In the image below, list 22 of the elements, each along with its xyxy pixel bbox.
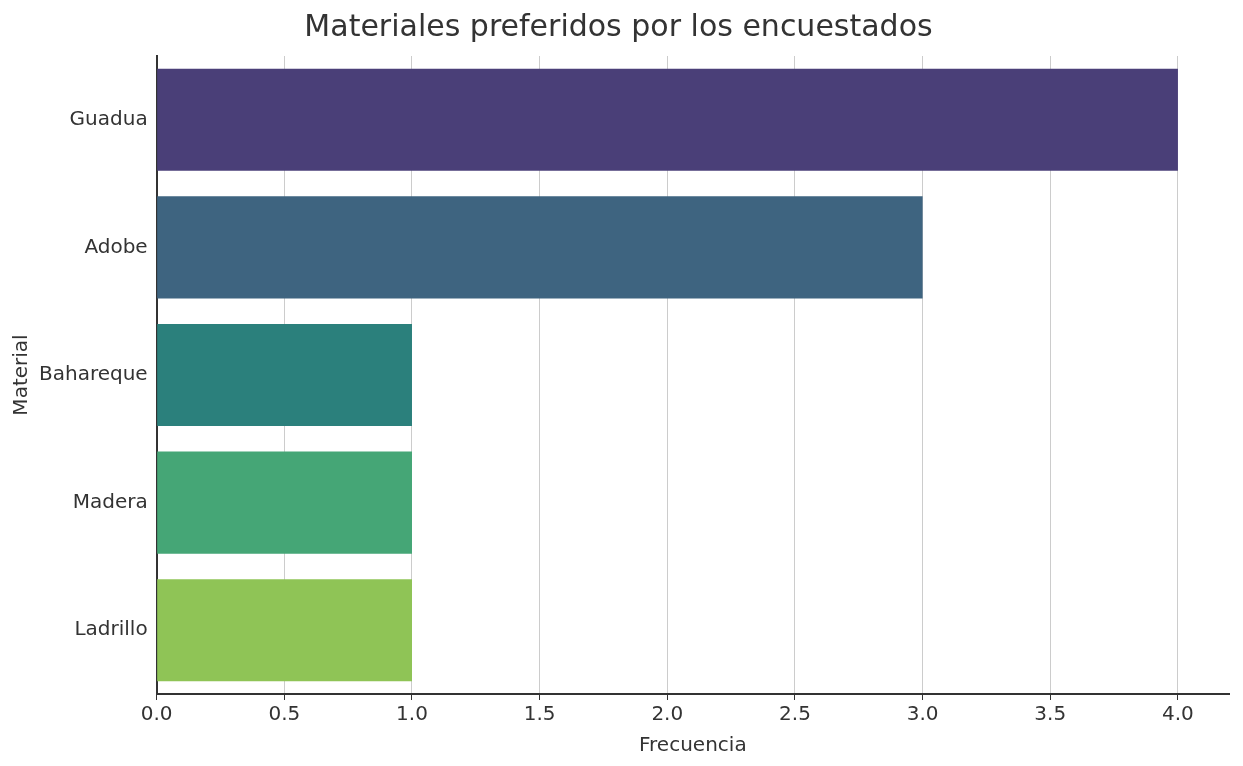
x-tick-label: 3.5 [1034, 701, 1067, 726]
y-tick-label: Adobe [84, 233, 148, 258]
y-tick-label: Bahareque [39, 361, 148, 386]
x-tick-label: 4.0 [1162, 701, 1194, 726]
x-axis-title: Frecuencia [639, 732, 747, 757]
x-tick-label: 1.5 [523, 701, 556, 726]
bar [157, 196, 923, 299]
y-tick-label: Ladrillo [74, 616, 148, 641]
x-tick-label: 0.0 [140, 701, 173, 726]
bar [157, 579, 412, 682]
bar [157, 451, 412, 554]
bar [157, 68, 1178, 171]
x-tick-label: 3.0 [906, 701, 939, 726]
bar [157, 323, 412, 427]
chart-title: Materiales preferidos por los encuestados [304, 7, 933, 43]
y-tick-label: Guadua [69, 106, 148, 130]
y-tick-label: Madera [72, 488, 148, 513]
x-tick-label: 1.0 [396, 701, 428, 726]
y-axis-title: Material [8, 334, 33, 416]
x-tick-label: 0.5 [268, 701, 301, 726]
x-tick-label: 2.0 [651, 701, 684, 726]
x-tick-label: 2.5 [779, 701, 811, 726]
